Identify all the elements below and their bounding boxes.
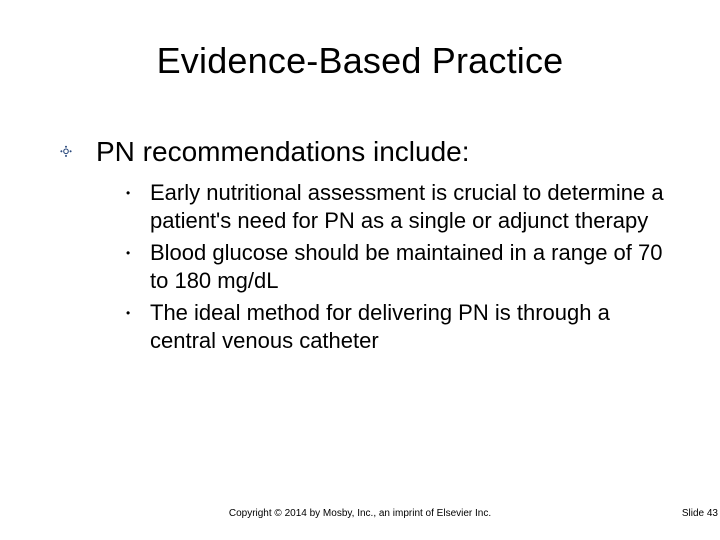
bullet-level1-text: PN recommendations include:: [96, 135, 470, 169]
slide-footer: Copyright © 2014 by Mosby, Inc., an impr…: [0, 508, 720, 524]
dot-bullet-icon: •: [126, 239, 150, 267]
curl-bullet-icon: ༓: [60, 135, 96, 169]
copyright-text: Copyright © 2014 by Mosby, Inc., an impr…: [0, 508, 720, 519]
slide-body: ༓ PN recommendations include: • Early nu…: [60, 135, 670, 359]
bullet-level2-text: Blood glucose should be maintained in a …: [150, 239, 670, 295]
bullet-level2-text: Early nutritional assessment is crucial …: [150, 179, 670, 235]
dot-bullet-icon: •: [126, 179, 150, 207]
slide-number: Slide 43: [682, 508, 718, 519]
bullet-level1: ༓ PN recommendations include:: [60, 135, 670, 169]
slide: Evidence-Based Practice ༓ PN recommendat…: [0, 0, 720, 540]
sub-bullet-list: • Early nutritional assessment is crucia…: [126, 179, 670, 355]
slide-title: Evidence-Based Practice: [0, 40, 720, 82]
bullet-level2: • The ideal method for delivering PN is …: [126, 299, 670, 355]
bullet-level2: • Early nutritional assessment is crucia…: [126, 179, 670, 235]
dot-bullet-icon: •: [126, 299, 150, 327]
bullet-level2: • Blood glucose should be maintained in …: [126, 239, 670, 295]
bullet-level2-text: The ideal method for delivering PN is th…: [150, 299, 670, 355]
